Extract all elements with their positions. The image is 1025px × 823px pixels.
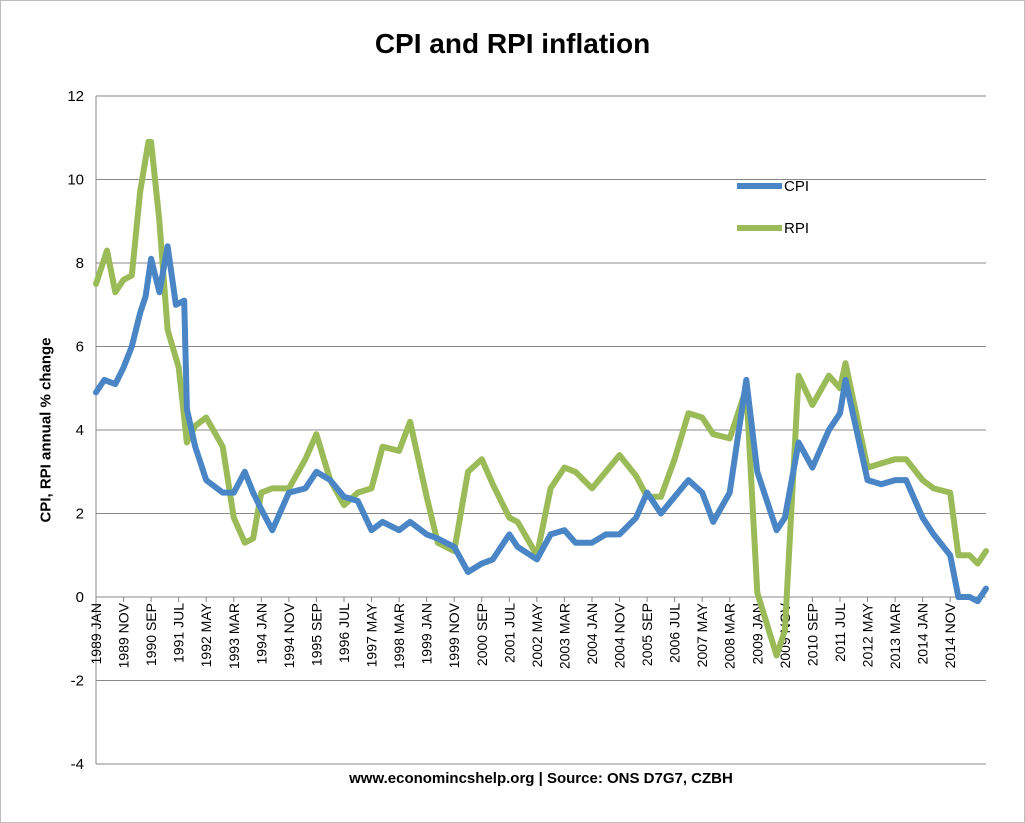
x-axis-footer: www.economincshelp.org | Source: ONS D7G… <box>349 770 733 787</box>
x-tick-label: 1999 JAN <box>419 603 435 664</box>
y-tick-label: 8 <box>76 255 84 272</box>
y-tick-label: 10 <box>67 172 84 189</box>
x-tick-label: 2000 SEP <box>474 603 490 666</box>
x-tick-label: 2014 JAN <box>915 603 931 664</box>
chart-title: CPI and RPI inflation <box>374 28 651 59</box>
x-tick-label: 1991 JUL <box>171 603 187 663</box>
x-tick-label: 1999 NOV <box>446 602 462 668</box>
x-tick-label: 2002 MAY <box>529 602 545 667</box>
x-tick-label: 1994 JAN <box>253 603 269 664</box>
y-tick-label: 4 <box>76 422 84 439</box>
x-tick-label: 1993 MAR <box>226 603 242 669</box>
grid-lines <box>95 95 986 765</box>
series-lines <box>93 138 989 659</box>
series-line-rpi <box>93 138 989 659</box>
y-tick-label: 0 <box>76 589 84 606</box>
x-tick-labels: 1989 JAN 1989 NOV 1990 SEP 1991 JUL 1992 MAY… <box>88 597 958 669</box>
y-tick-label: -2 <box>71 673 84 690</box>
y-tick-label: -4 <box>71 756 84 773</box>
y-tick-labels: -4 -2 0 2 4 6 8 10 12 <box>67 88 84 773</box>
x-tick-label: 2011 JUL <box>832 603 848 662</box>
y-tick-label: 12 <box>67 88 84 105</box>
y-tick-label: 6 <box>76 339 84 356</box>
x-tick-label: 2004 JAN <box>584 603 600 664</box>
x-tick-label: 2005 SEP <box>639 603 655 666</box>
x-tick-label: 1990 SEP <box>143 603 159 666</box>
x-tick-label: 1995 SEP <box>308 603 324 666</box>
x-tick-label: 2004 NOV <box>612 602 628 668</box>
x-tick-label: 2009 JAN <box>749 603 765 664</box>
x-tick-label: 1998 MAR <box>391 603 407 669</box>
x-tick-label: 2008 MAR <box>722 603 738 669</box>
y-tick-label: 2 <box>76 506 84 523</box>
x-tick-label: 2014 NOV <box>942 602 958 668</box>
x-tick-label: 2003 MAR <box>556 603 572 669</box>
legend-label-cpi: CPI <box>784 178 809 195</box>
legend: CPI RPI <box>737 178 809 237</box>
x-tick-label: 2012 MAY <box>860 602 876 667</box>
x-tick-label: 2007 MAY <box>694 602 710 667</box>
series-line-cpi <box>93 243 989 605</box>
legend-label-rpi: RPI <box>784 220 809 237</box>
x-tick-label: 1989 NOV <box>116 602 132 668</box>
x-tick-label: 2001 JUL <box>501 603 517 663</box>
x-tick-label: 1997 MAY <box>364 602 380 667</box>
x-tick-label: 1994 NOV <box>281 602 297 668</box>
x-tick-label: 2010 SEP <box>804 603 820 666</box>
x-tick-label: 2006 JUL <box>667 603 683 663</box>
x-tick-label: 1992 MAY <box>198 602 214 667</box>
x-tick-label: 2013 MAR <box>887 603 903 669</box>
x-tick-label: 1996 JUL <box>336 603 352 663</box>
x-tick-label: 1989 JAN <box>88 603 104 664</box>
